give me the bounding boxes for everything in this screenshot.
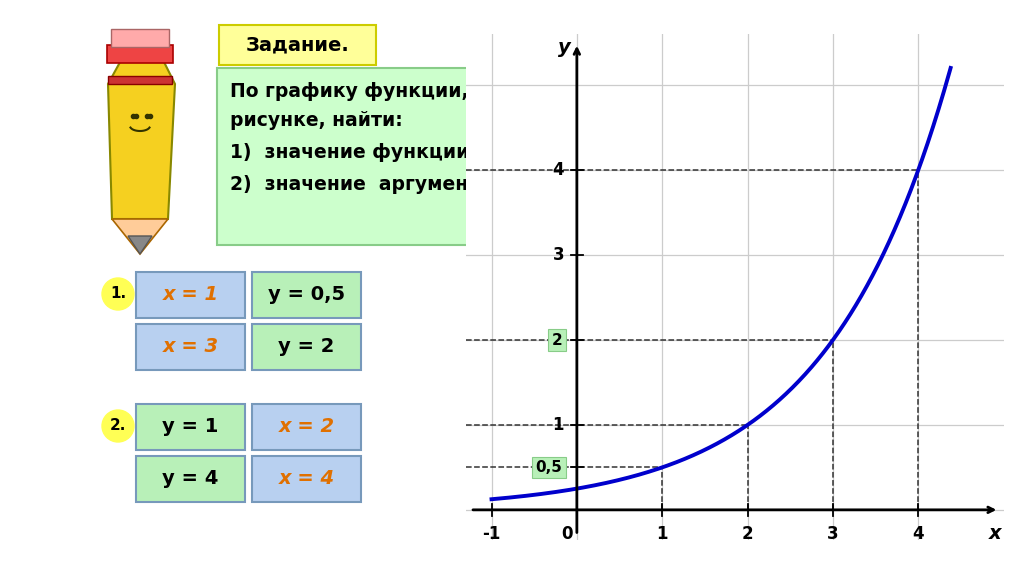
- Circle shape: [102, 278, 134, 310]
- Text: x = 2: x = 2: [279, 417, 335, 436]
- FancyBboxPatch shape: [219, 25, 376, 65]
- FancyBboxPatch shape: [106, 45, 173, 63]
- Text: 1: 1: [656, 525, 668, 542]
- Text: Задание.: Задание.: [246, 36, 349, 55]
- Text: 1.: 1.: [110, 286, 126, 301]
- FancyBboxPatch shape: [252, 324, 361, 370]
- FancyBboxPatch shape: [111, 29, 169, 47]
- Text: = 1;  3;: = 1; 3;: [520, 144, 603, 162]
- Text: 3: 3: [552, 246, 564, 264]
- Text: x = 1: x = 1: [163, 285, 218, 304]
- Text: -1: -1: [482, 525, 501, 542]
- Text: = 1;  4: = 1; 4: [620, 176, 695, 195]
- Text: y = 2: y = 2: [279, 338, 335, 356]
- Text: y: y: [558, 38, 570, 57]
- FancyBboxPatch shape: [252, 456, 361, 502]
- Text: x = 4: x = 4: [279, 470, 335, 488]
- Text: 2: 2: [552, 332, 562, 348]
- Text: y = 0,5: y = 0,5: [268, 285, 345, 304]
- Text: 1: 1: [553, 416, 564, 434]
- Text: 3: 3: [827, 525, 839, 542]
- FancyBboxPatch shape: [136, 404, 245, 450]
- FancyBboxPatch shape: [252, 404, 361, 450]
- Text: 2)  значение  аргумента при котором: 2) значение аргумента при котором: [230, 176, 642, 195]
- Polygon shape: [112, 219, 168, 254]
- FancyBboxPatch shape: [217, 68, 649, 245]
- Text: y = 1: y = 1: [163, 417, 219, 436]
- Polygon shape: [128, 236, 152, 254]
- Text: рисунке, найти:: рисунке, найти:: [230, 111, 402, 130]
- Text: По графику функции, изображённому на: По графику функции, изображённому на: [230, 81, 681, 101]
- Text: 0,5: 0,5: [536, 460, 562, 475]
- Text: 2.: 2.: [110, 418, 126, 433]
- Circle shape: [102, 410, 134, 442]
- Polygon shape: [108, 44, 175, 219]
- Text: x = 3: x = 3: [163, 338, 218, 356]
- FancyBboxPatch shape: [252, 272, 361, 318]
- FancyBboxPatch shape: [108, 76, 172, 84]
- Text: 1)  значение функции при: 1) значение функции при: [230, 144, 522, 162]
- Text: 4: 4: [912, 525, 924, 542]
- Text: y = 4: y = 4: [163, 470, 219, 488]
- Text: x: x: [508, 144, 520, 162]
- Text: 0: 0: [561, 525, 572, 542]
- Text: 2: 2: [741, 525, 754, 542]
- Text: y: y: [608, 176, 621, 195]
- Text: 4: 4: [552, 161, 564, 179]
- FancyBboxPatch shape: [136, 324, 245, 370]
- Text: x: x: [989, 524, 1001, 543]
- FancyBboxPatch shape: [136, 456, 245, 502]
- FancyBboxPatch shape: [136, 272, 245, 318]
